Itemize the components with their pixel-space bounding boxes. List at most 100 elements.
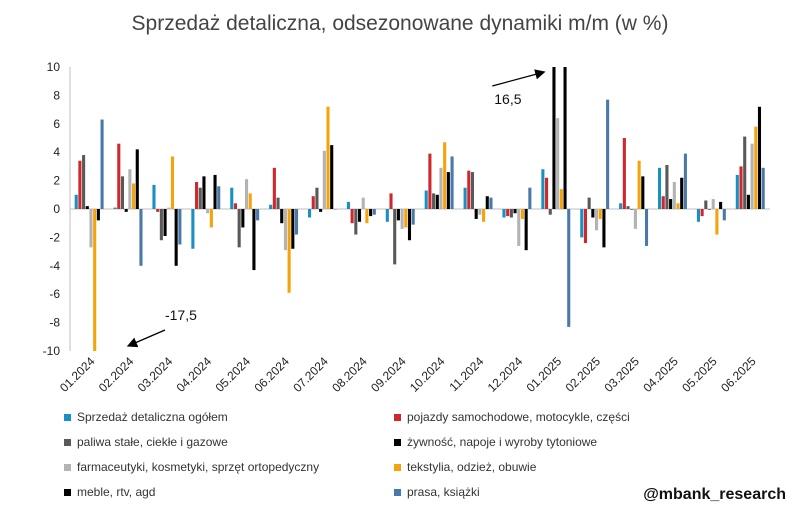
- bar: [520, 209, 525, 219]
- bar: [478, 209, 482, 215]
- bar: [676, 203, 680, 209]
- y-tick-label: -8: [49, 316, 60, 330]
- bar: [743, 136, 747, 209]
- bar: [583, 209, 588, 244]
- y-tick-label: -4: [49, 259, 60, 273]
- bar: [156, 209, 160, 212]
- bar: [548, 209, 552, 215]
- x-tick-label: 06.2025: [718, 354, 759, 395]
- bar: [113, 207, 117, 209]
- legend-item: meble, rtv, agd: [64, 485, 155, 499]
- bar: [82, 155, 86, 209]
- bar: [637, 160, 641, 209]
- bar: [563, 67, 567, 209]
- x-tick-label: 09.2024: [368, 354, 409, 395]
- bar: [311, 196, 315, 209]
- bar: [719, 201, 723, 209]
- bar: [202, 176, 206, 209]
- bar: [354, 209, 358, 235]
- annotation-arrow: [492, 69, 546, 87]
- bar: [644, 209, 649, 246]
- bar: [269, 204, 273, 209]
- bar: [276, 197, 280, 209]
- legend-swatch: [64, 413, 71, 421]
- bar: [432, 193, 436, 209]
- bar: [517, 209, 521, 246]
- bar: [369, 209, 373, 217]
- bar: [672, 182, 676, 209]
- bar: [89, 209, 93, 248]
- bar: [435, 194, 439, 209]
- x-tick-label: 06.2024: [251, 354, 292, 395]
- legend-label: tekstylia, odzież, obuwie: [407, 460, 537, 474]
- bar: [411, 209, 415, 225]
- bar: [545, 177, 549, 209]
- legend-swatch: [394, 438, 401, 446]
- bar: [474, 209, 478, 219]
- legend-item: tekstylia, odzież, obuwie: [394, 460, 536, 474]
- bar: [365, 209, 369, 224]
- bar: [213, 174, 217, 209]
- bar: [233, 203, 238, 209]
- y-tick-label: -6: [49, 287, 60, 301]
- bar: [619, 203, 623, 209]
- legend-swatch: [64, 438, 71, 446]
- y-tick-label: 8: [53, 88, 60, 102]
- bar: [761, 167, 765, 209]
- bar: [704, 200, 708, 209]
- bar: [389, 193, 393, 209]
- bar: [120, 176, 125, 209]
- bar: [400, 209, 404, 229]
- bar: [463, 187, 467, 209]
- x-tick-label: 01.2024: [57, 354, 98, 395]
- bar: [567, 209, 571, 327]
- bar: [248, 193, 252, 209]
- x-tick-label: 01.2025: [524, 354, 565, 395]
- y-tick-label: 0: [53, 202, 60, 216]
- y-tick-label: 2: [53, 174, 60, 188]
- bar: [330, 145, 334, 209]
- bar: [170, 156, 175, 209]
- bar: [482, 209, 486, 222]
- bar: [595, 209, 599, 231]
- legend-item: paliwa stałe, ciekłe i gazowe: [64, 435, 228, 449]
- bar: [393, 209, 397, 265]
- bar: [524, 209, 528, 251]
- bar: [485, 196, 489, 209]
- bar: [450, 156, 454, 209]
- bar: [669, 199, 673, 209]
- bar: [319, 209, 323, 212]
- x-tick-label: 12.2024: [485, 354, 526, 395]
- bar: [361, 197, 365, 209]
- bar: [750, 143, 754, 209]
- bar: [178, 209, 182, 245]
- bar: [96, 209, 100, 221]
- bar: [230, 187, 234, 209]
- bar: [446, 172, 450, 209]
- bar: [357, 209, 362, 222]
- bar: [308, 209, 312, 218]
- annotation-label: 16,5: [494, 91, 521, 107]
- bar: [132, 183, 136, 209]
- bar: [217, 186, 221, 209]
- bar: [346, 201, 350, 209]
- legend-swatch: [64, 488, 71, 496]
- bar: [580, 209, 584, 238]
- bar: [467, 170, 471, 209]
- bar: [135, 149, 139, 209]
- legend-item: żywność, napoje i wyroby tytoniowe: [394, 435, 597, 449]
- legend-label: farmaceutyki, kosmetyki, sprzęt ortopedy…: [77, 460, 320, 474]
- legend-label: żywność, napoje i wyroby tytoniowe: [407, 435, 598, 449]
- bar: [757, 106, 762, 209]
- x-tick-label: 11.2024: [447, 354, 487, 394]
- legend-swatch: [394, 413, 401, 421]
- bar: [167, 207, 171, 209]
- bar: [100, 119, 104, 209]
- bar: [587, 197, 591, 209]
- bar: [385, 209, 389, 222]
- bar: [280, 209, 284, 224]
- bar: [443, 142, 447, 209]
- bar: [470, 172, 475, 209]
- y-tick-label: -10: [43, 344, 61, 358]
